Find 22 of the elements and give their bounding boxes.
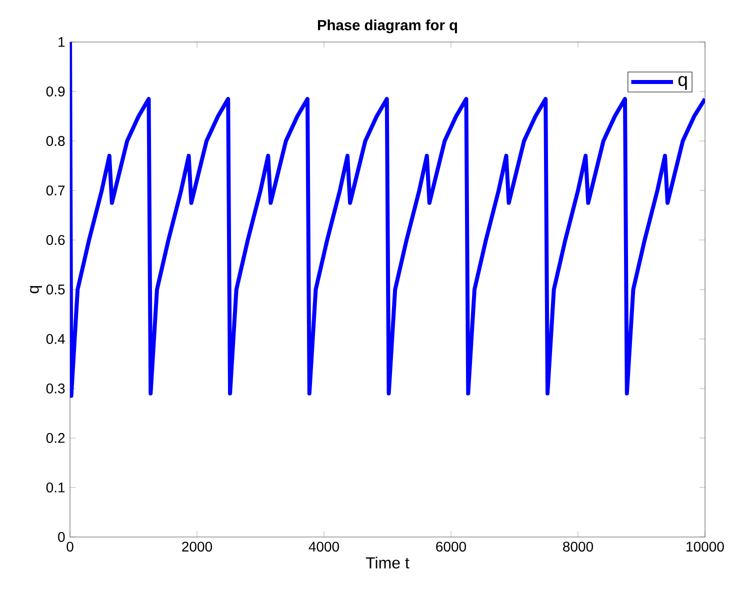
y-tick-label: 0.1 — [46, 482, 65, 492]
y-tick-label: 0.2 — [46, 433, 65, 443]
y-tick-label: 0.4 — [46, 334, 65, 344]
y-tick-label: 0 — [58, 532, 65, 542]
y-tick-label: 0.5 — [46, 284, 65, 294]
y-tick-label: 0.7 — [46, 186, 65, 196]
y-axis-title: q — [30, 286, 42, 294]
y-tick-label: 0.3 — [46, 384, 65, 394]
x-tick-label: 8000 — [563, 542, 594, 552]
y-tick-label: 0.9 — [46, 86, 65, 96]
line-series — [70, 42, 706, 398]
x-tick-label: 2000 — [182, 542, 212, 552]
x-tick-label: 4000 — [308, 542, 340, 552]
x-tick-label: 0 — [66, 542, 74, 552]
y-tick-label: 0.6 — [46, 235, 65, 245]
chart-title: Phase diagram for q — [318, 20, 457, 34]
x-tick-label: 6000 — [436, 542, 466, 552]
x-tick-label: 10000 — [686, 542, 724, 552]
legend-label: q — [678, 76, 687, 90]
y-tick-label: 1 — [58, 37, 65, 47]
y-tick-label: 0.8 — [46, 136, 65, 146]
x-axis-title: Time t — [366, 556, 410, 569]
